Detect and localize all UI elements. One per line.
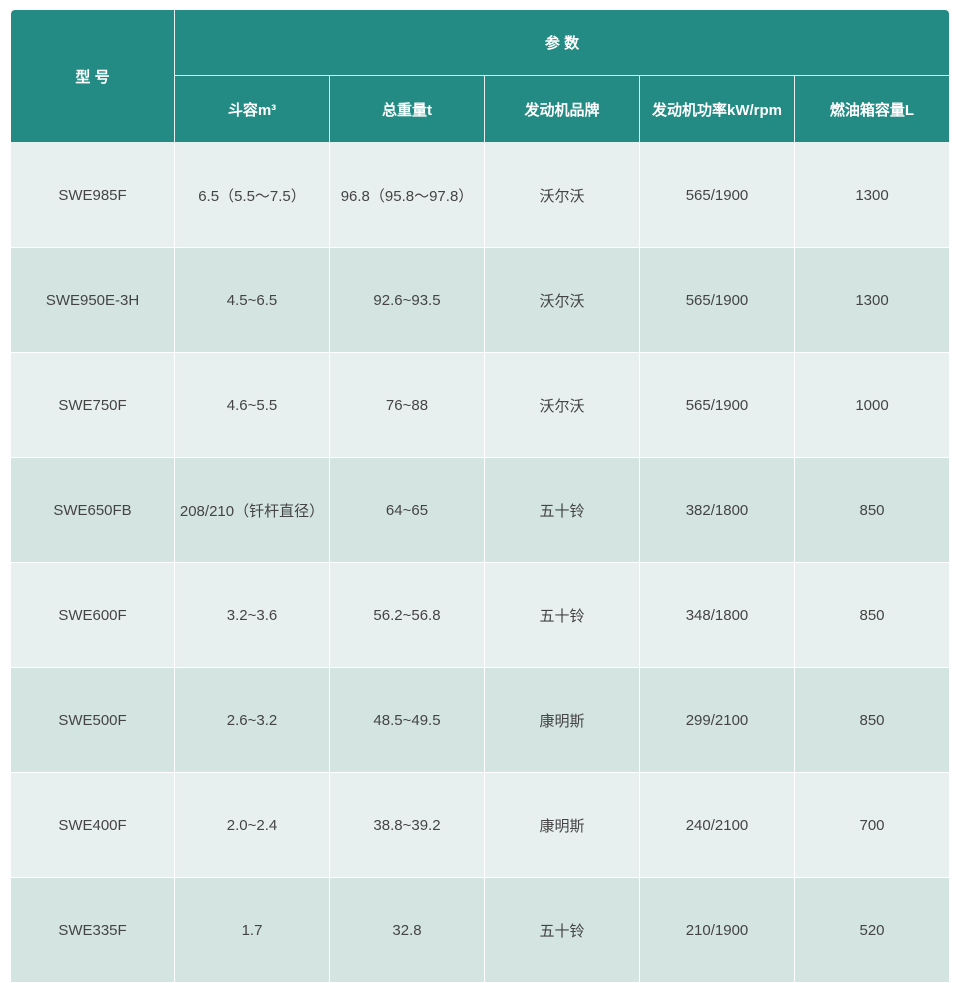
cell-engine-power: 299/2100 [640, 668, 795, 773]
header-weight: 总重量t [330, 76, 485, 143]
cell-fuel-tank: 1000 [795, 353, 949, 458]
table-row: SWE950E-3H 4.5~6.5 92.6~93.5 沃尔沃 565/1900 130… [11, 248, 949, 353]
cell-fuel-tank: 850 [795, 458, 949, 563]
cell-fuel-tank: 700 [795, 773, 949, 878]
cell-weight: 48.5~49.5 [330, 668, 485, 773]
cell-bucket: 4.6~5.5 [175, 353, 330, 458]
table-row: SWE500F 2.6~3.2 48.5~49.5 康明斯 299/2100 850 [11, 668, 949, 773]
cell-weight: 96.8（95.8～97.8） [330, 143, 485, 248]
cell-engine-brand: 五十铃 [485, 563, 640, 668]
cell-bucket: 2.0~2.4 [175, 773, 330, 878]
header-model: 型 号 [11, 10, 175, 143]
table-row: SWE400F 2.0~2.4 38.8~39.2 康明斯 240/2100 700 [11, 773, 949, 878]
cell-weight: 64~65 [330, 458, 485, 563]
cell-engine-brand: 五十铃 [485, 458, 640, 563]
cell-bucket: 6.5（5.5～7.5） [175, 143, 330, 248]
cell-engine-power: 382/1800 [640, 458, 795, 563]
table-row: SWE600F 3.2~3.6 56.2~56.8 五十铃 348/1800 850 [11, 563, 949, 668]
cell-model: SWE950E-3H [11, 248, 175, 353]
spec-table: 型 号 参 数 斗容m³ 总重量t 发动机品牌 发动机功率kW/rpm 燃油箱容… [11, 10, 949, 983]
cell-fuel-tank: 1300 [795, 248, 949, 353]
cell-fuel-tank: 520 [795, 878, 949, 983]
cell-engine-brand: 康明斯 [485, 773, 640, 878]
cell-model: SWE500F [11, 668, 175, 773]
cell-engine-power: 210/1900 [640, 878, 795, 983]
cell-engine-power: 240/2100 [640, 773, 795, 878]
header-engine-brand: 发动机品牌 [485, 76, 640, 143]
table-row: SWE750F 4.6~5.5 76~88 沃尔沃 565/1900 1000 [11, 353, 949, 458]
cell-bucket: 2.6~3.2 [175, 668, 330, 773]
cell-bucket: 208/210（钎杆直径） [175, 458, 330, 563]
cell-weight: 32.8 [330, 878, 485, 983]
cell-engine-power: 348/1800 [640, 563, 795, 668]
cell-engine-brand: 沃尔沃 [485, 248, 640, 353]
table-row: SWE985F 6.5（5.5～7.5） 96.8（95.8～97.8） 沃尔沃 565… [11, 143, 949, 248]
cell-model: SWE600F [11, 563, 175, 668]
cell-bucket: 1.7 [175, 878, 330, 983]
cell-engine-brand: 五十铃 [485, 878, 640, 983]
cell-model: SWE335F [11, 878, 175, 983]
header-engine-power: 发动机功率kW/rpm [640, 76, 795, 143]
cell-engine-brand: 沃尔沃 [485, 353, 640, 458]
cell-weight: 56.2~56.8 [330, 563, 485, 668]
cell-weight: 38.8~39.2 [330, 773, 485, 878]
cell-engine-power: 565/1900 [640, 143, 795, 248]
header-fuel-tank: 燃油箱容量L [795, 76, 949, 143]
cell-model: SWE650FB [11, 458, 175, 563]
cell-model: SWE985F [11, 143, 175, 248]
header-bucket: 斗容m³ [175, 76, 330, 143]
table-row: SWE335F 1.7 32.8 五十铃 210/1900 520 [11, 878, 949, 983]
cell-fuel-tank: 850 [795, 563, 949, 668]
cell-fuel-tank: 1300 [795, 143, 949, 248]
cell-engine-brand: 沃尔沃 [485, 143, 640, 248]
header-params: 参 数 [175, 10, 949, 76]
cell-engine-power: 565/1900 [640, 248, 795, 353]
cell-model: SWE400F [11, 773, 175, 878]
cell-bucket: 3.2~3.6 [175, 563, 330, 668]
cell-weight: 76~88 [330, 353, 485, 458]
cell-model: SWE750F [11, 353, 175, 458]
cell-fuel-tank: 850 [795, 668, 949, 773]
cell-bucket: 4.5~6.5 [175, 248, 330, 353]
table-row: SWE650FB 208/210（钎杆直径） 64~65 五十铃 382/1800 850 [11, 458, 949, 563]
cell-engine-brand: 康明斯 [485, 668, 640, 773]
cell-weight: 92.6~93.5 [330, 248, 485, 353]
cell-engine-power: 565/1900 [640, 353, 795, 458]
